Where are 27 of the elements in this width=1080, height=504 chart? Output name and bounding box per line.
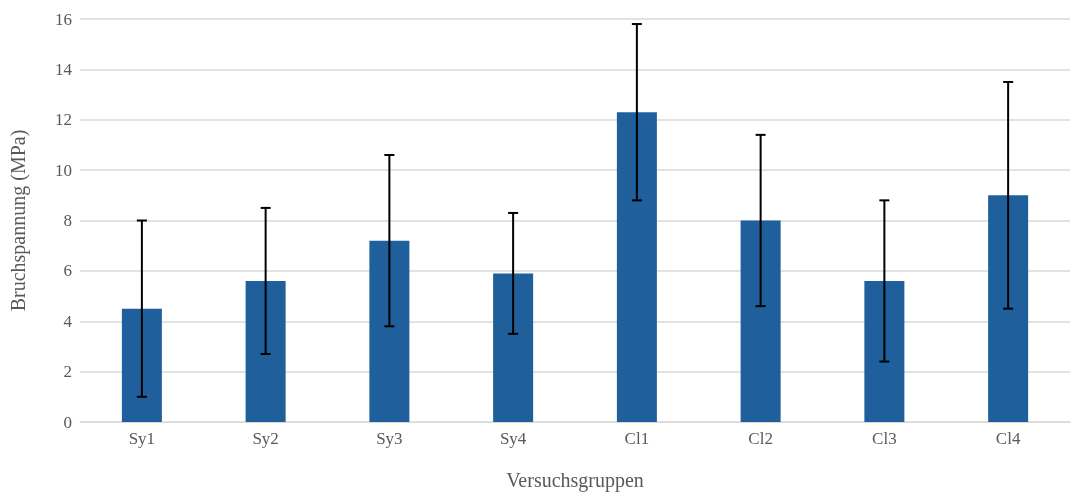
- bar: [740, 220, 781, 422]
- x-tick-label: Cl4: [995, 429, 1021, 448]
- y-tick-label: 0: [63, 412, 72, 432]
- y-tick-label: 14: [55, 59, 73, 79]
- x-tick-label: Sy3: [376, 429, 403, 448]
- x-tick-label: Sy4: [499, 429, 527, 448]
- x-tick-label: Sy1: [128, 429, 156, 448]
- x-tick-label: Cl1: [624, 429, 650, 448]
- x-tick-label: Sy2: [252, 429, 279, 448]
- y-tick-label: 2: [63, 362, 72, 382]
- x-tick-label: Cl3: [872, 429, 897, 448]
- bar: [493, 273, 534, 422]
- y-tick-label: 10: [55, 160, 72, 180]
- bar: [864, 280, 905, 422]
- x-axis-title: Versuchsgruppen: [506, 469, 644, 492]
- y-tick-label: 16: [55, 9, 72, 29]
- y-tick-label: 12: [55, 110, 72, 130]
- bar: [616, 112, 657, 422]
- bar: [988, 195, 1029, 422]
- y-axis-title: Bruchspannung (MPa): [7, 129, 30, 312]
- y-tick-label: 8: [63, 211, 72, 230]
- bar: [121, 308, 162, 422]
- bar: [245, 280, 286, 422]
- bar: [369, 240, 410, 422]
- x-tick-label: Cl2: [748, 429, 773, 448]
- y-tick-label: 4: [63, 311, 73, 331]
- y-tick-label: 6: [63, 261, 72, 281]
